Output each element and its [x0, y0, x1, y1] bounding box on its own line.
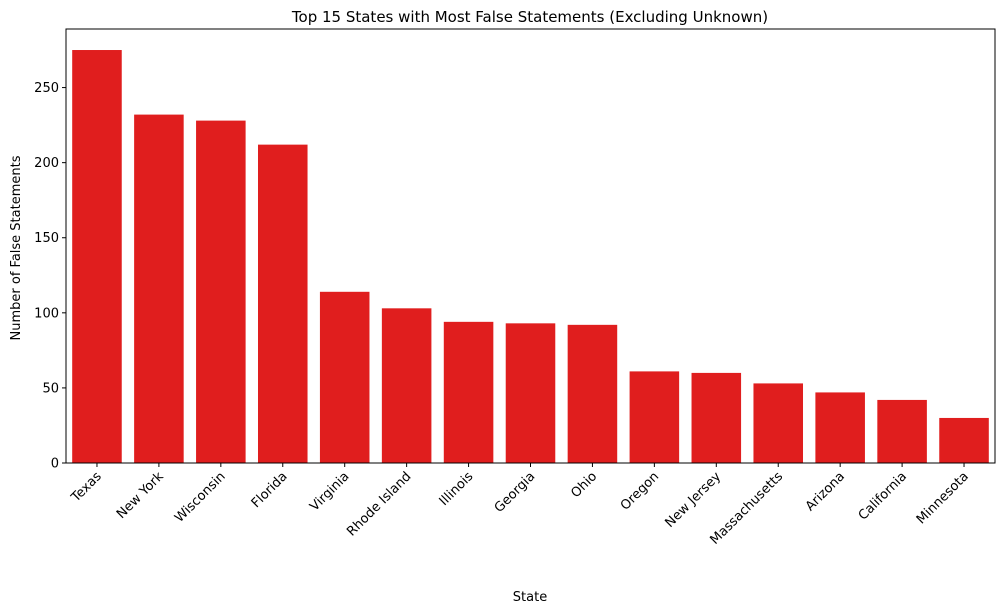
x-tick-label: New York [114, 469, 167, 522]
x-axis-label: State [513, 590, 547, 605]
x-tick-label: Minnesota [914, 469, 972, 527]
bar-new-jersey [691, 372, 742, 463]
x-tick-label: Florida [249, 469, 291, 511]
x-tick-label: Illinois [437, 469, 477, 509]
bar-virginia [319, 291, 370, 463]
y-tick-label: 100 [34, 306, 59, 321]
x-axis-ticks: Texas New York Wisconsin Florida VirginiaRho… [68, 463, 972, 548]
y-axis-label: Number of False Statements [9, 155, 24, 340]
bar-florida [257, 144, 308, 463]
bar-california [877, 399, 927, 463]
bar-wisconsin [196, 120, 246, 464]
bar-minnesota [939, 417, 989, 463]
x-tick-label: New Jersey [663, 469, 725, 531]
bar-texas [72, 50, 122, 463]
x-tick-label: Wisconsin [172, 469, 229, 526]
bar-new-york [134, 114, 184, 463]
x-tick-label: Georgia [492, 469, 539, 516]
x-tick-label: Rhode Island [344, 469, 414, 539]
y-tick-label: 150 [34, 231, 59, 246]
x-tick-label: Texas [68, 469, 105, 506]
x-tick-label: Virginia [307, 469, 352, 514]
bar-arizona [815, 392, 865, 463]
bars-group [72, 50, 989, 464]
bar-ohio [567, 324, 618, 463]
y-tick-label: 200 [34, 156, 59, 171]
bar-georgia [505, 323, 556, 463]
bar-oregon [629, 371, 680, 463]
x-tick-label: Oregon [618, 469, 662, 513]
bar-rhode-island [381, 308, 432, 463]
bar-illinois [443, 321, 494, 463]
x-tick-label: California [856, 469, 910, 523]
y-tick-label: 0 [51, 457, 59, 472]
x-tick-label: Arizona [803, 469, 848, 514]
x-tick-label: Ohio [568, 469, 600, 501]
bar-massachusetts [753, 383, 804, 463]
chart-title: Top 15 States with Most False Statements… [291, 8, 768, 26]
y-tick-label: 250 [34, 81, 59, 96]
plot-frame [65, 28, 996, 464]
y-tick-label: 50 [42, 381, 59, 396]
y-axis-ticks: 0 50 100 150 200 250 [34, 81, 66, 472]
